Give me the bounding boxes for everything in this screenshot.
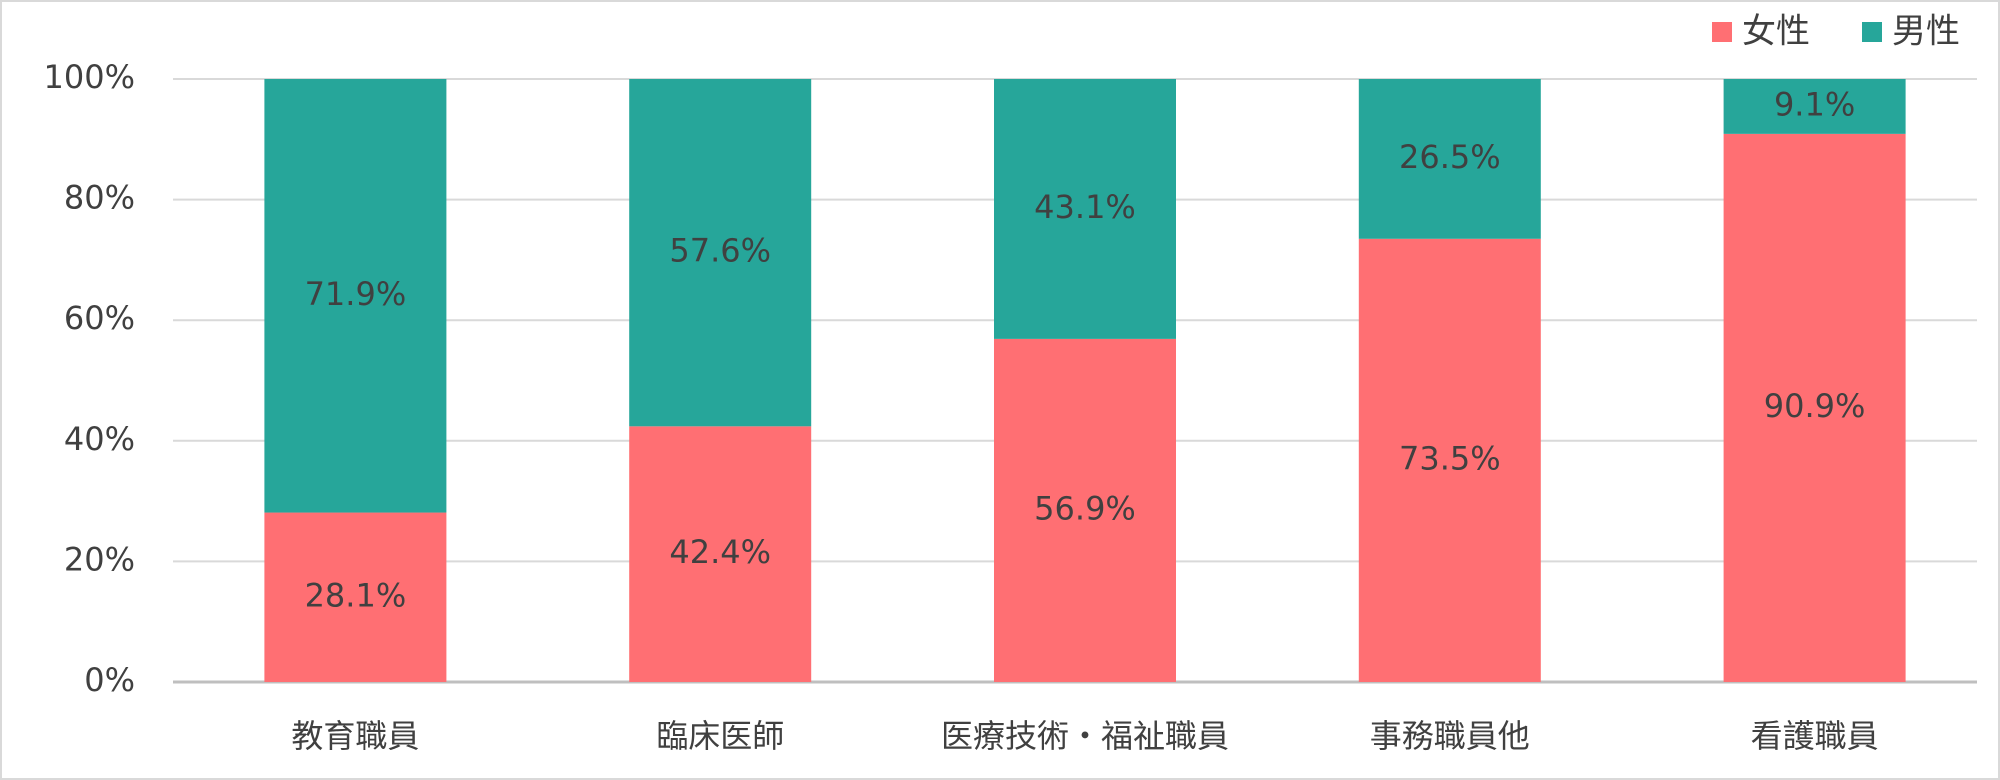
y-tick-label: 0% [84, 661, 135, 699]
bar-segment [1723, 133, 1906, 683]
data-label: 42.4% [669, 533, 771, 571]
x-tick-label: 教育職員 [291, 717, 419, 755]
data-label: 57.6% [669, 232, 771, 270]
y-tick-label: 80% [64, 179, 135, 217]
y-tick-label: 20% [64, 540, 135, 578]
bar-segment [264, 79, 447, 513]
bar-segment [994, 79, 1176, 339]
x-tick-label: 医療技術・福祉職員 [941, 717, 1229, 755]
data-label: 73.5% [1399, 439, 1501, 477]
y-tick-label: 60% [64, 299, 135, 337]
y-tick-label: 40% [64, 420, 135, 458]
bar-segment [1358, 79, 1541, 239]
data-label: 26.5% [1399, 138, 1501, 176]
bar-segment [1723, 79, 1906, 134]
legend-swatch [1712, 22, 1732, 42]
bar-segment [629, 426, 812, 682]
data-label: 71.9% [305, 275, 407, 313]
legend-label: 女性 [1742, 12, 1810, 52]
legend-label: 男性 [1892, 12, 1960, 52]
bar-segment [994, 338, 1176, 682]
legend-swatch [1862, 22, 1882, 42]
data-label: 43.1% [1034, 188, 1136, 226]
y-tick-label: 100% [44, 58, 135, 96]
x-tick-label: 看護職員 [1751, 717, 1879, 755]
data-label: 90.9% [1764, 387, 1866, 425]
x-tick-label: 事務職員他 [1370, 717, 1530, 755]
bar-segment [629, 79, 812, 427]
data-label: 9.1% [1774, 85, 1855, 123]
data-label: 28.1% [305, 576, 407, 614]
bar-segment [264, 512, 447, 682]
bar-segment [1358, 238, 1541, 683]
data-label: 56.9% [1034, 489, 1136, 527]
x-tick-label: 臨床医師 [656, 717, 784, 755]
